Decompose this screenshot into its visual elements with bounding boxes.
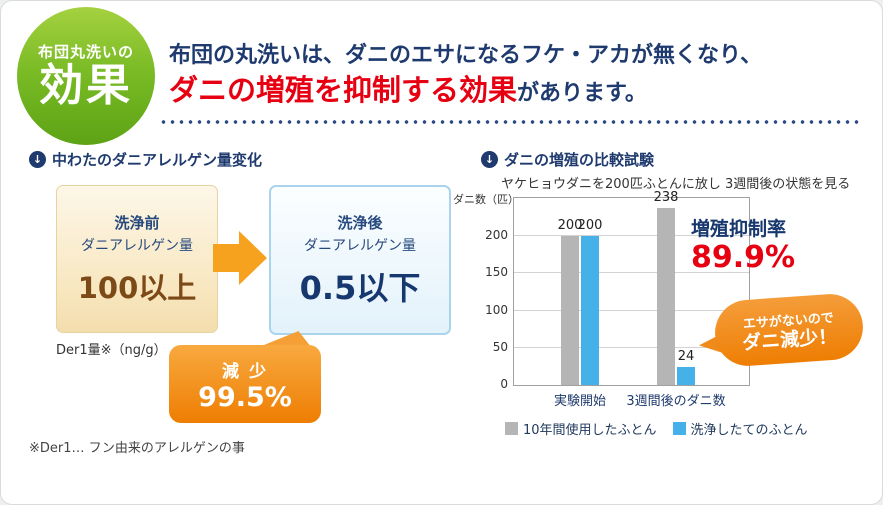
section-heading-allergen-label: 中わたのダニアレルゲン量変化: [52, 151, 263, 169]
gridline: [514, 235, 749, 236]
headline-line2: ダニの増殖を抑制する効果があります。: [169, 67, 647, 109]
suppression-rate-value: 89.9%: [691, 239, 796, 275]
legend-label: 洗浄したてのふとん: [690, 423, 808, 438]
x-category-label: 実験開始: [553, 394, 607, 409]
gridline: [514, 272, 749, 274]
chart-legend: 10年間使用したふとん 洗浄したてのふとん: [505, 419, 808, 438]
legend-label: 10年間使用したふとん: [523, 423, 657, 438]
der1-unit-label: Der1量※（ng/g）: [56, 343, 167, 358]
y-tick-label: 50: [492, 339, 508, 354]
decrease-bubble: 減 少 99.5%: [169, 345, 321, 423]
legend-item: 洗浄したてのふとん: [672, 419, 808, 438]
before-box-subtitle: ダニアレルゲン量: [81, 237, 193, 254]
legend-item: 10年間使用したふとん: [505, 419, 657, 438]
bar-10年間使用したふとん-3週間後のダニ数: [657, 207, 675, 385]
legend-swatch-icon: [672, 422, 686, 435]
suppression-rate-label: 増殖抑制率: [691, 218, 787, 240]
headline-suffix: があります。: [517, 81, 647, 106]
headline-highlight: ダニの増殖を抑制する効果: [169, 73, 518, 107]
section-heading-mite-test: ↓ ダニの増殖の比較試験: [481, 149, 654, 170]
y-tick-label: 100: [485, 302, 508, 317]
bar-洗浄したてのふとん-実験開始: [581, 236, 599, 385]
legend-swatch-icon: [505, 422, 518, 435]
y-tick-label: 150: [485, 265, 508, 280]
bar-value-label: 24: [677, 349, 695, 365]
after-box-value: 0.5以下: [299, 268, 421, 307]
section-heading-mite-test-label: ダニの増殖の比較試験: [504, 151, 655, 169]
before-box-value: 100以上: [77, 270, 197, 305]
bar-10年間使用したふとん-実験開始: [561, 236, 579, 385]
after-box-subtitle: ダニアレルゲン量: [304, 237, 416, 254]
arrow-circle-icon: ↓: [29, 151, 46, 168]
badge-title: 効果: [39, 60, 133, 112]
y-tick-label: 0: [500, 377, 508, 391]
bar-value-label: 200: [557, 218, 583, 233]
gridline: [514, 346, 749, 348]
section-heading-allergen: ↓ 中わたのダニアレルゲン量変化: [29, 149, 262, 170]
y-tick-label: 200: [485, 228, 508, 242]
before-wash-box: 洗浄前 ダニアレルゲン量 100以上: [56, 185, 218, 333]
before-box-title: 洗浄前: [114, 213, 160, 232]
bar-value-label: 238: [653, 189, 679, 205]
no-food-bubble: エサがないので ダニ減少！: [712, 291, 866, 369]
transition-arrow-icon: [213, 244, 239, 272]
arrow-circle-icon: ↓: [481, 151, 498, 168]
x-category-label: 3週間後のダニ数: [626, 394, 726, 409]
gridline: [514, 309, 749, 311]
after-wash-box: 洗浄後 ダニアレルゲン量 0.5以下: [269, 185, 451, 335]
suppression-rate: 増殖抑制率 89.9%: [691, 218, 796, 275]
decrease-bubble-label: 減 少: [222, 362, 268, 382]
after-box-title: 洗浄後: [337, 213, 383, 232]
bar-洗浄したてのふとん-3週間後のダニ数: [677, 367, 695, 385]
badge-subtitle: 布団丸洗いの: [37, 43, 134, 62]
test-description: ヤケヒョウダニを200匹ふとんに放し 3週間後の状態を見る: [501, 177, 851, 192]
bar-chart-plot: 0 50 100 150 200 実験開始 200 200 3週間後のダニ数 238 24: [485, 190, 750, 409]
bar-value-label: 200: [577, 218, 603, 233]
chart-y-axis-label: ダニ数（匹）: [453, 193, 519, 206]
effect-badge: 布団丸洗いの 効果: [17, 7, 155, 145]
dotted-divider: [159, 119, 861, 125]
headline-line1: 布団の丸洗いは、ダニのエサになるフケ・アカが無くなり、: [169, 43, 763, 68]
der1-footnote: ※Der1… フン由来のアレルゲンの事: [29, 441, 245, 456]
transition-arrow-head-icon: [239, 231, 267, 285]
decrease-bubble-value: 99.5%: [198, 382, 292, 413]
